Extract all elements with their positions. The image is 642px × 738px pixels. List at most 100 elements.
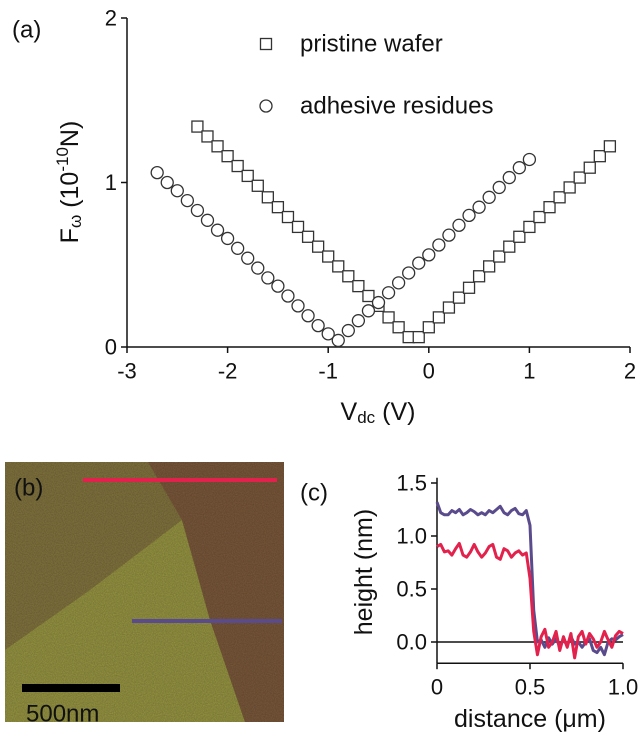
data-point [553,191,566,204]
data-point [492,180,506,195]
axis-label-part: (10 [56,172,84,215]
panel-label: (c) [300,480,328,507]
legend-marker [259,99,273,113]
axis-label: distance (μm) [454,705,606,733]
data-point [462,208,476,223]
data-line [436,541,624,660]
data-point [251,261,265,275]
data-point [251,179,264,192]
legend-label: pristine wafer [300,31,443,58]
data-point [432,238,446,252]
data-point [301,230,315,243]
data-point [261,271,275,285]
x-tick-label: 2 [624,359,636,384]
data-point [281,210,295,224]
data-point [462,281,476,294]
legend-label: adhesive residues [300,93,493,120]
data-point [191,120,204,133]
data-point [583,161,596,174]
axis-label: height (nm) [350,509,378,635]
data-point [533,210,546,224]
data-point [281,289,295,303]
data-point [271,201,285,214]
data-point [211,140,224,153]
data-point [231,159,244,173]
x-tick-label: 1.0 [608,675,639,700]
data-point [543,201,556,214]
y-tick-label: 0 [105,335,117,360]
data-point [341,323,355,338]
data-point [512,161,526,175]
data-point [322,250,335,263]
data-point [472,200,486,214]
data-point [241,169,254,183]
scale-bar [22,684,120,692]
x-tick-label: -3 [117,359,137,384]
data-point [331,333,345,348]
data-point [442,301,456,314]
data-point [221,150,234,163]
data-point [472,270,486,283]
data-point [200,213,215,227]
data-point [573,171,586,184]
data-point [503,240,516,253]
data-point [422,248,436,262]
axis-label-part: dc [357,408,375,427]
axis-label: Vdc (V) [341,398,416,427]
data-point [271,279,285,293]
x-tick-label: -1 [318,359,338,384]
data-point [352,279,365,293]
x-tick-label: 0 [423,359,435,384]
data-point [371,295,386,310]
y-tick-label: 1 [105,170,117,195]
data-point [361,304,376,318]
scale-bar-label: 500nm [26,701,99,728]
data-point [422,321,435,334]
data-point [150,165,164,180]
data-point [311,240,325,253]
data-point [502,170,516,185]
axis-label-part: distance (μm) [454,705,606,733]
data-point [231,241,245,255]
data-point [321,327,335,341]
afm-texture [5,462,284,722]
legend-marker [259,37,273,51]
data-point [241,251,255,265]
axis-label-part: V [341,398,358,426]
panel-label: (b) [14,475,43,502]
axis-label-part: ω [66,215,85,228]
data-point [513,230,526,243]
panel-label: (a) [12,17,41,44]
data-point [261,191,274,204]
data-point [452,291,466,304]
data-point [291,299,305,313]
axis-label-part: (V) [375,398,415,426]
data-point [362,289,375,303]
axis-label-part: F [56,228,84,243]
data-point [412,330,425,344]
x-tick-label: 0 [431,675,443,700]
data-point [311,318,325,333]
data-point [452,218,466,232]
x-tick-label: 1 [523,359,535,384]
y-tick-label: 0.0 [396,630,427,655]
data-point [493,250,506,263]
data-point [402,330,415,344]
y-tick-label: 0.5 [396,577,427,602]
data-point [190,203,205,218]
data-point [483,260,496,273]
axis-label-part: N) [56,121,84,147]
axis-label-part: height (nm) [350,509,378,635]
data-point [523,220,536,234]
data-point [522,152,537,167]
data-point [332,260,345,273]
data-point [210,223,225,237]
data-point [160,175,174,190]
afm-image: (b) 500nm [5,462,284,728]
data-point [593,150,606,163]
axis-label: Fω (10-10N) [53,121,85,244]
data-point [432,311,446,324]
y-tick-label: 1.5 [396,471,427,496]
y-tick-label: 2 [105,6,117,31]
